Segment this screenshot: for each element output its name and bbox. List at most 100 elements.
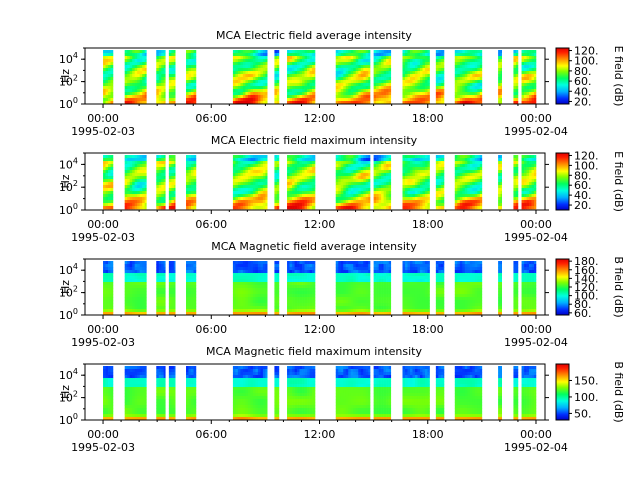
heatmap-cell xyxy=(262,179,266,183)
heatmap-cell xyxy=(294,173,298,177)
heatmap-cell xyxy=(338,59,342,63)
heatmap-cell xyxy=(412,173,416,177)
heatmap-cell xyxy=(498,164,501,168)
heatmap-cell xyxy=(438,179,442,183)
heatmap-cell xyxy=(124,158,128,162)
heatmap-cell xyxy=(260,155,264,159)
heatmap-cell xyxy=(132,200,135,204)
heatmap-cell xyxy=(292,303,295,307)
heatmap-cell xyxy=(265,53,268,57)
heatmap-cell xyxy=(498,56,501,60)
heatmap-cell xyxy=(309,95,313,99)
heatmap-cell xyxy=(255,300,259,304)
heatmap-cell xyxy=(193,191,197,195)
heatmap-cell xyxy=(353,74,357,78)
heatmap-cell xyxy=(276,276,280,280)
heatmap-cell xyxy=(250,191,254,195)
heatmap-cell xyxy=(124,77,128,81)
heatmap-cell xyxy=(232,267,236,271)
heatmap-cell xyxy=(276,86,280,90)
heatmap-cell xyxy=(521,95,525,99)
heatmap-cell xyxy=(534,65,537,69)
heatmap-cell xyxy=(158,173,162,177)
heatmap-cell xyxy=(457,179,461,183)
heatmap-cell xyxy=(161,62,165,66)
heatmap-cell xyxy=(255,155,259,159)
heatmap-cell xyxy=(237,95,241,99)
heatmap-cell xyxy=(193,309,197,313)
heatmap-cell xyxy=(524,158,527,162)
heatmap-cell xyxy=(515,50,519,54)
heatmap-cell xyxy=(365,167,369,171)
heatmap-cell xyxy=(358,170,362,174)
heatmap-cell xyxy=(358,53,362,57)
heatmap-cell xyxy=(472,59,476,63)
heatmap-cell xyxy=(163,92,166,96)
heatmap-cell xyxy=(235,182,239,186)
heatmap-cell xyxy=(378,170,382,174)
heatmap-cell xyxy=(144,300,147,304)
heatmap-cell xyxy=(462,203,466,207)
heatmap-cell xyxy=(299,164,303,168)
heatmap-cell xyxy=(513,203,517,207)
heatmap-cell xyxy=(378,62,382,66)
heatmap-cell xyxy=(173,71,176,75)
heatmap-cell xyxy=(314,206,316,210)
heatmap-cell xyxy=(292,309,295,313)
heatmap-cell xyxy=(443,161,445,165)
heatmap-cell xyxy=(129,92,133,96)
heatmap-cell xyxy=(191,155,194,159)
heatmap-cell xyxy=(404,200,408,204)
heatmap-cell xyxy=(245,50,249,54)
x-tick-label: 18:00 xyxy=(412,112,444,125)
heatmap-cell xyxy=(424,56,428,60)
heatmap-cell xyxy=(474,170,478,174)
heatmap-cell xyxy=(108,291,111,295)
heatmap-cell xyxy=(412,83,416,87)
heatmap-cell xyxy=(274,77,278,81)
heatmap-cell xyxy=(422,206,426,210)
heatmap-cell xyxy=(312,50,315,54)
heatmap-cell xyxy=(158,276,162,280)
heatmap-cell xyxy=(299,95,303,99)
heatmap-cell xyxy=(467,203,471,207)
heatmap-cell xyxy=(312,194,315,198)
heatmap-cell xyxy=(353,65,357,69)
heatmap-cell xyxy=(469,56,473,60)
heatmap-cell xyxy=(521,173,525,177)
heatmap-cell xyxy=(276,191,280,195)
heatmap-cell xyxy=(513,95,517,99)
heatmap-cell xyxy=(242,161,246,165)
heatmap-cell xyxy=(297,197,300,201)
heatmap-cell xyxy=(294,291,298,295)
heatmap-cell xyxy=(474,56,478,60)
heatmap-cell xyxy=(287,303,290,307)
heatmap-cell xyxy=(302,53,305,57)
heatmap-cell xyxy=(454,188,458,192)
heatmap-cell xyxy=(132,188,135,192)
heatmap-cell xyxy=(260,306,264,310)
heatmap-cell xyxy=(409,173,413,177)
heatmap-cell xyxy=(422,191,426,195)
heatmap-cell xyxy=(171,303,175,307)
heatmap-cell xyxy=(459,170,463,174)
heatmap-cell xyxy=(340,53,344,57)
heatmap-cell xyxy=(358,182,362,186)
heatmap-cell xyxy=(304,261,308,265)
heatmap-cell xyxy=(477,89,481,93)
heatmap-cell xyxy=(464,203,468,207)
heatmap-cell xyxy=(265,164,268,168)
heatmap-cell xyxy=(139,282,143,286)
heatmap-cell xyxy=(360,173,364,177)
heatmap-cell xyxy=(161,68,165,72)
heatmap-cell xyxy=(292,200,295,204)
heatmap-cell xyxy=(134,89,138,93)
heatmap-cell xyxy=(521,164,525,168)
heatmap-cell xyxy=(472,200,476,204)
heatmap-cell xyxy=(262,89,266,93)
heatmap-cell xyxy=(500,185,503,189)
heatmap-cell xyxy=(186,285,189,289)
heatmap-cell xyxy=(474,155,478,159)
heatmap-cell xyxy=(526,74,530,78)
heatmap-cell xyxy=(438,167,442,171)
